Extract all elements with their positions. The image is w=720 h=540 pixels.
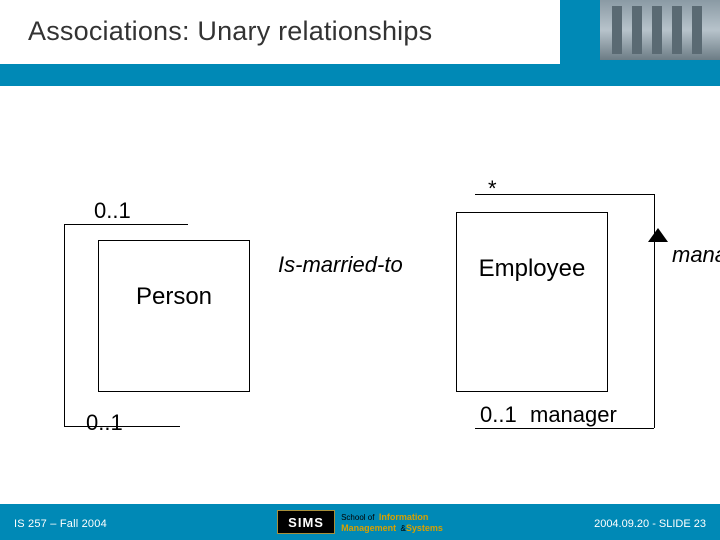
footer-course: IS 257 – Fall 2004	[14, 518, 107, 530]
multiplicity-employee-top: *	[488, 176, 497, 202]
slide-title: Associations: Unary relationships	[28, 16, 432, 47]
role-label-manager: manager	[530, 402, 617, 428]
nav-triangle-icon	[648, 228, 668, 242]
slide: Associations: Unary relationships Person…	[0, 0, 720, 540]
person-loop-top	[64, 224, 188, 225]
footer-slide-number: 2004.09.20 - SLIDE 23	[594, 518, 706, 530]
multiplicity-person-top: 0..1	[94, 198, 131, 224]
sims-logo: SIMS School of Information Management &S…	[275, 508, 445, 536]
class-label-employee: Employee	[479, 255, 586, 283]
diagram-canvas: Person Employee Is-married-to 0..1 0..1 …	[0, 86, 720, 496]
header-building-image	[600, 0, 720, 60]
multiplicity-person-bottom: 0..1	[86, 410, 123, 436]
assoc-label-manages: manages	[672, 242, 720, 268]
sims-logo-text: School of Information Management &System…	[341, 511, 443, 533]
class-box-employee: Employee	[456, 212, 608, 392]
employee-loop-bottom	[475, 428, 654, 429]
sims-logo-mark: SIMS	[277, 510, 335, 534]
multiplicity-employee-bottom: 0..1	[480, 402, 517, 428]
class-box-person: Person	[98, 240, 250, 392]
employee-loop-top	[475, 194, 654, 195]
assoc-label-is-married-to: Is-married-to	[278, 252, 403, 278]
person-loop-left	[64, 224, 65, 426]
class-label-person: Person	[136, 283, 212, 311]
